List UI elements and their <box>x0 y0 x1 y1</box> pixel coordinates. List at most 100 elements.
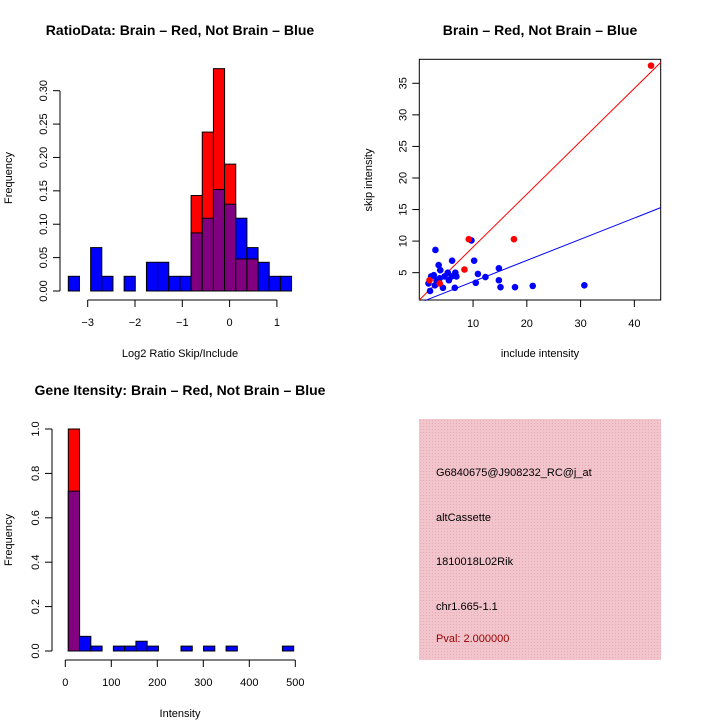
x-tick-label: −2 <box>129 317 142 329</box>
y-tick-label: 15 <box>397 203 409 215</box>
y-axis-label: Frequency <box>3 152 15 204</box>
y-tick-label: 0.4 <box>30 555 42 570</box>
y-tick-label: 0.30 <box>38 80 50 101</box>
bar-not-brain <box>279 275 293 292</box>
x-tick-label: 40 <box>628 318 640 330</box>
y-tick-label: 0.0 <box>30 643 42 658</box>
point-brain <box>436 280 444 287</box>
point-not-brain <box>472 279 480 287</box>
bar-overlap <box>190 232 203 292</box>
y-tick-label: 30 <box>397 109 409 121</box>
bar-overlap <box>201 217 214 292</box>
y-tick-label: 35 <box>397 77 409 89</box>
bar-not-brain <box>79 635 92 652</box>
x-tick-label: 30 <box>574 318 586 330</box>
fit-line <box>424 207 661 302</box>
y-axis-label: skip intensity <box>363 148 375 211</box>
x-tick-label: 200 <box>148 677 166 689</box>
bar-overlap <box>246 258 259 292</box>
x-tick-label: 500 <box>286 677 304 689</box>
point-not-brain <box>448 257 456 264</box>
bar-not-brain <box>179 275 192 292</box>
location: chr1.665-1.1 <box>436 601 498 613</box>
bar-overlap <box>224 203 237 292</box>
x-axis-label: Log2 Ratio Skip/Include <box>122 348 238 360</box>
point-brain <box>510 235 518 243</box>
event-type: altCassette <box>436 512 491 524</box>
point-not-brain <box>470 257 478 264</box>
bar-not-brain <box>268 275 281 292</box>
x-axis-label: include intensity <box>501 348 580 360</box>
bar-not-brain <box>180 645 193 652</box>
x-tick-label: 20 <box>521 318 533 330</box>
x-tick-label: 400 <box>240 677 258 689</box>
bar-not-brain <box>145 261 159 292</box>
point-not-brain <box>426 287 434 295</box>
x-tick-label: 1 <box>274 317 280 329</box>
ratio-histogram: RatioData: Brain – Red, Not Brain – Blue… <box>3 22 314 360</box>
bar-not-brain <box>112 645 126 652</box>
point-not-brain <box>495 264 503 272</box>
y-tick-label: 0.10 <box>38 214 50 235</box>
y-tick-label: 0.05 <box>38 247 50 268</box>
y-tick-label: 0.8 <box>30 466 42 481</box>
point-not-brain <box>495 276 503 284</box>
x-tick-label: 0 <box>227 317 233 329</box>
probe-id: G6840675@J908232_RC@j_at <box>436 467 592 479</box>
info-panel: G6840675@J908232_RC@j_at altCassette 181… <box>419 419 661 660</box>
bar-not-brain <box>203 645 216 652</box>
point-not-brain <box>432 246 439 254</box>
bar-not-brain <box>90 645 103 652</box>
point-not-brain <box>436 266 444 274</box>
intensity-scatter: Brain – Red, Not Brain – Blue include in… <box>363 22 662 360</box>
plot-frame <box>418 58 662 301</box>
x-axis-label: Intensity <box>160 708 201 720</box>
point-brain <box>647 62 655 69</box>
bar-overlap <box>235 258 248 292</box>
bar-not-brain <box>124 645 137 652</box>
gene-name: 1810018L02Rik <box>436 556 514 568</box>
bar-not-brain <box>101 275 114 292</box>
bar-overlap <box>212 189 226 292</box>
point-not-brain <box>451 284 459 292</box>
fit-line <box>418 62 662 301</box>
y-axis-label: Frequency <box>3 514 15 566</box>
chart-title: Gene Itensity: Brain – Red, Not Brain – … <box>35 382 326 398</box>
bar-not-brain <box>281 645 295 652</box>
bar-not-brain <box>67 275 80 292</box>
point-brain <box>465 235 473 243</box>
point-not-brain <box>430 271 438 279</box>
point-not-brain <box>453 273 460 280</box>
info-panel-background <box>419 419 661 660</box>
point-not-brain <box>474 270 482 278</box>
point-not-brain <box>448 273 455 280</box>
pval: Pval: 2.000000 <box>436 633 509 645</box>
x-tick-label: −1 <box>176 317 189 329</box>
point-brain <box>426 276 433 284</box>
chart-title: Brain – Red, Not Brain – Blue <box>443 22 638 38</box>
y-tick-label: 10 <box>397 235 409 247</box>
point-not-brain <box>441 273 448 280</box>
point-not-brain <box>529 282 537 290</box>
point-brain <box>461 266 468 273</box>
x-tick-label: 100 <box>102 677 120 689</box>
bar-not-brain <box>157 261 170 292</box>
bar-not-brain <box>146 645 159 652</box>
bar-not-brain <box>225 645 238 652</box>
chart-title: RatioData: Brain – Red, Not Brain – Blue <box>46 22 315 38</box>
bar-overlap <box>67 490 81 652</box>
bar-not-brain <box>135 640 148 652</box>
point-not-brain <box>511 283 519 291</box>
point-not-brain <box>581 281 588 289</box>
x-tick-label: 0 <box>62 677 68 689</box>
y-tick-label: 0.2 <box>30 599 42 614</box>
gene-intensity-histogram: Gene Itensity: Brain – Red, Not Brain – … <box>3 382 326 720</box>
x-tick-label: −3 <box>81 317 94 329</box>
y-tick-label: 25 <box>397 140 409 152</box>
point-not-brain <box>482 273 489 281</box>
y-tick-label: 0.6 <box>30 510 42 525</box>
bar-not-brain <box>123 275 136 292</box>
bar-not-brain <box>90 247 103 292</box>
point-not-brain <box>497 283 504 291</box>
